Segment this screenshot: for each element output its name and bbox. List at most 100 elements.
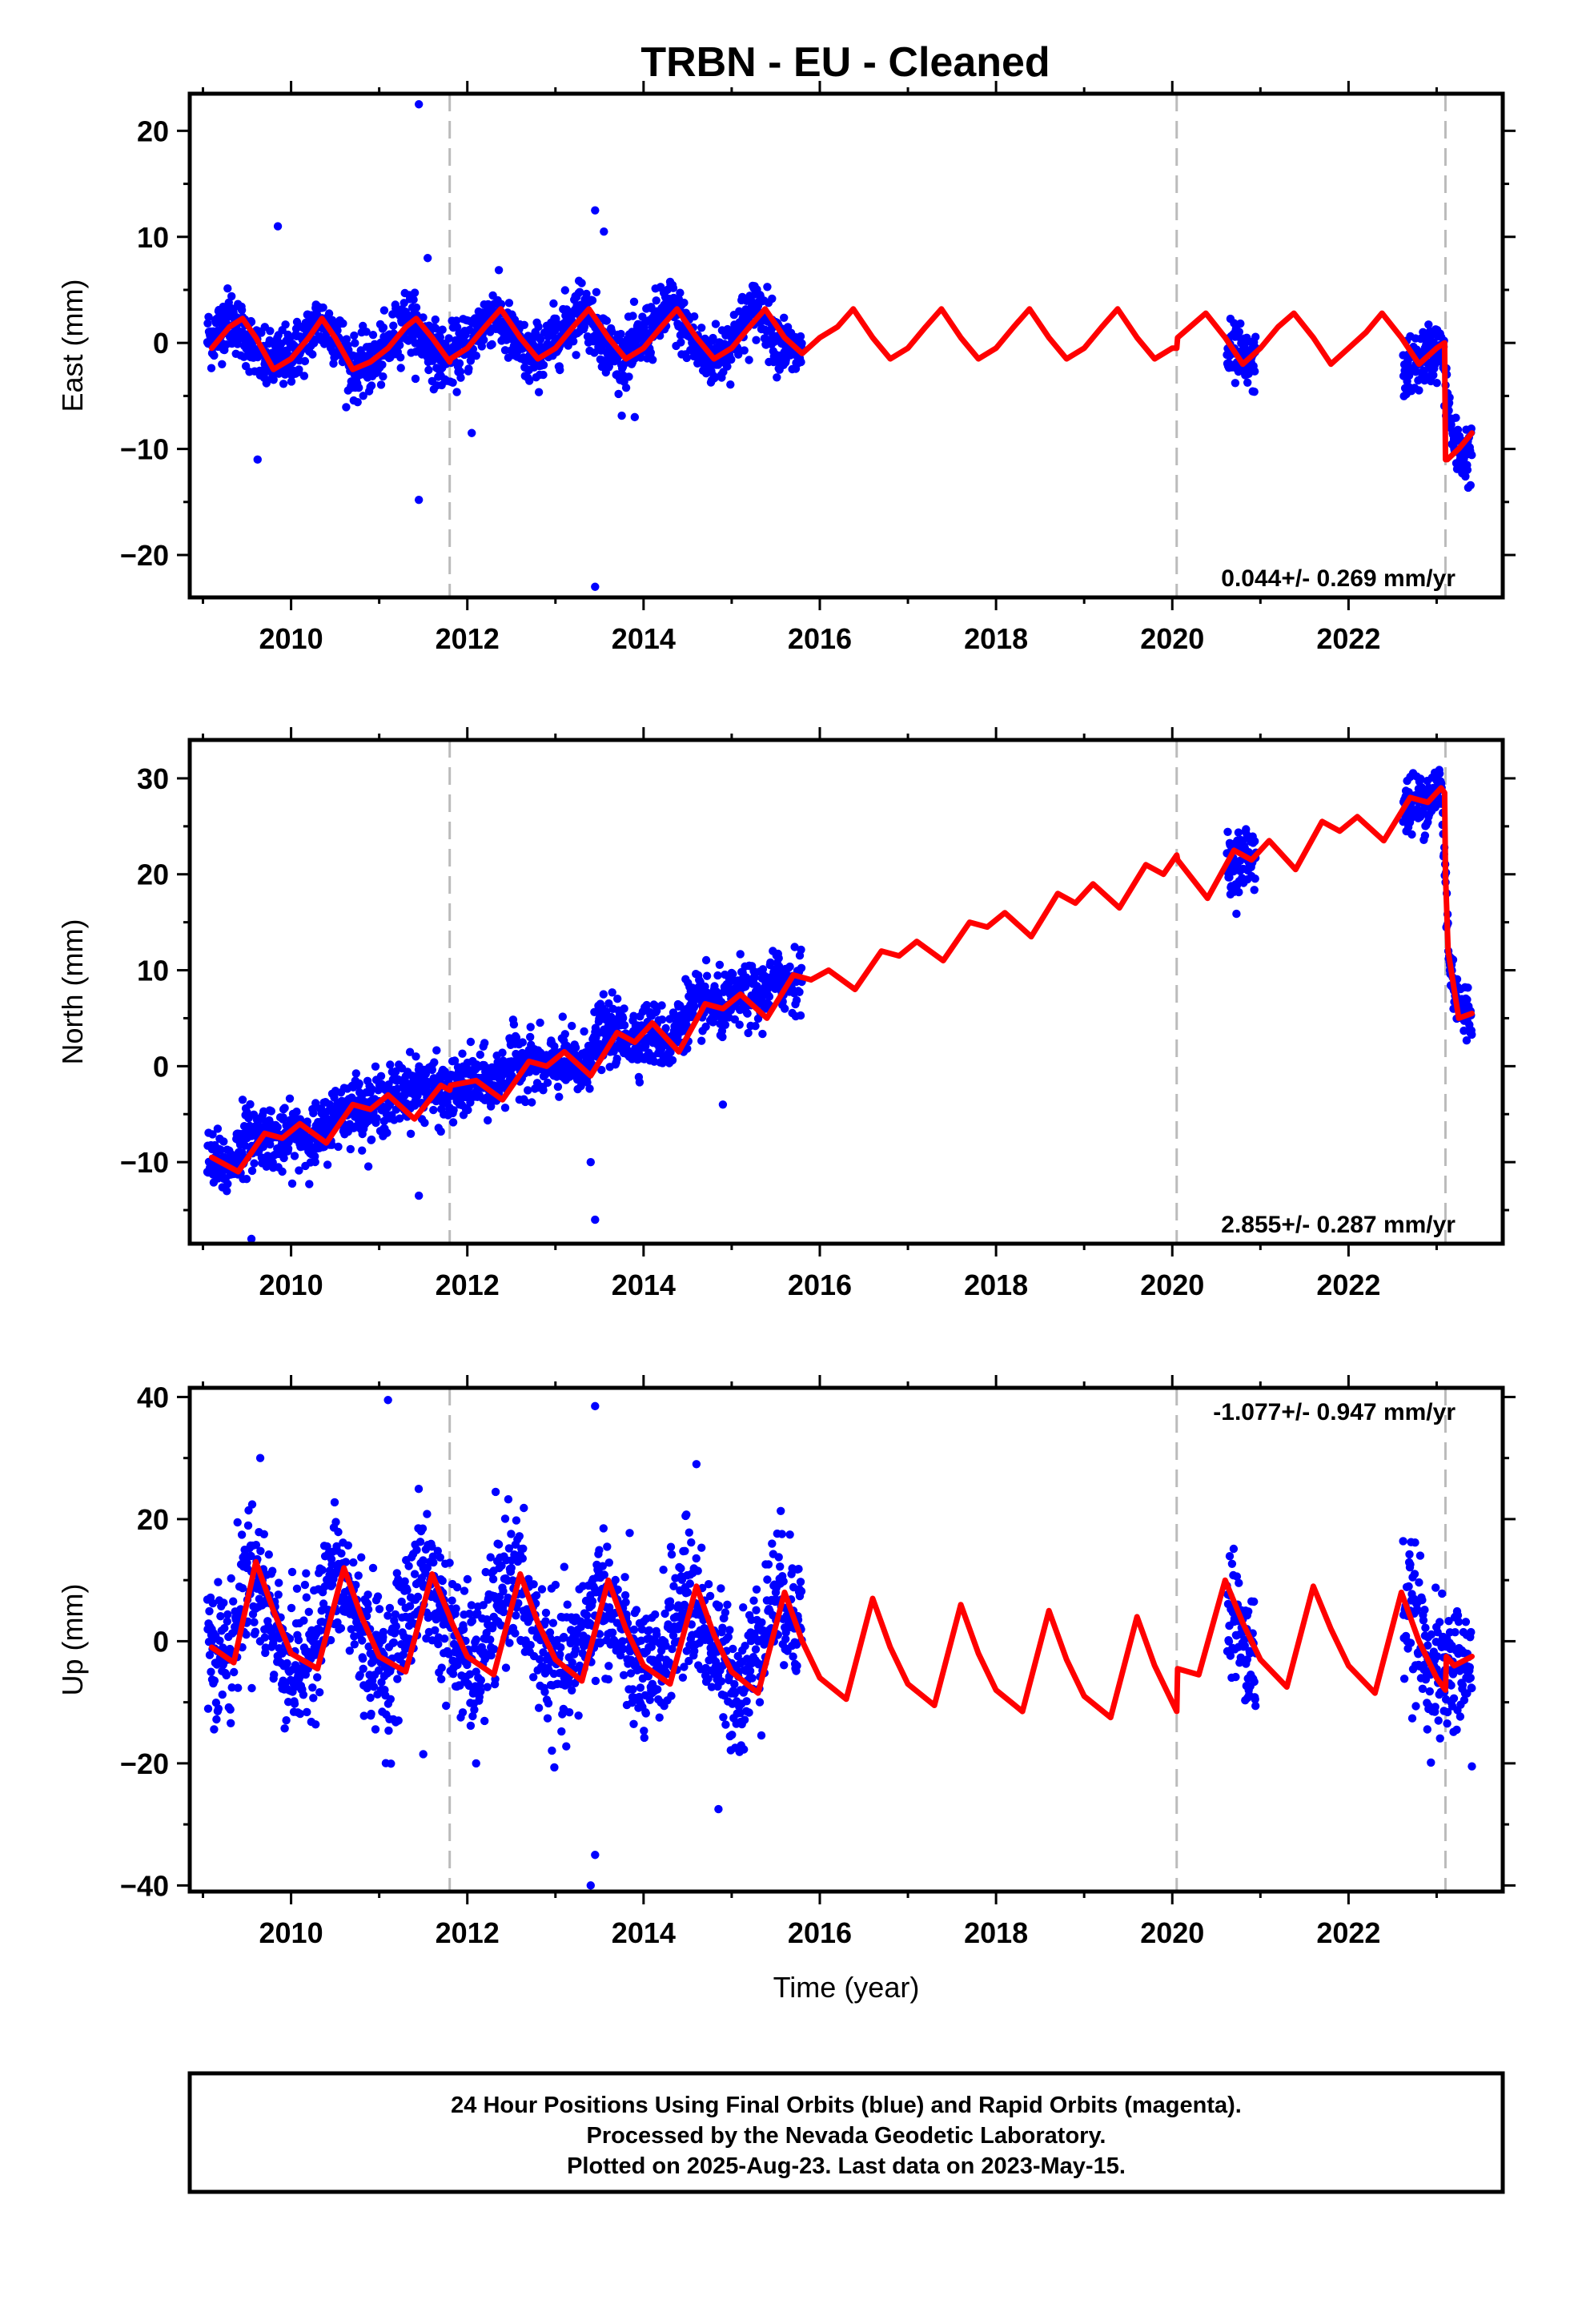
data-point — [548, 1746, 556, 1755]
outlier-point — [600, 227, 608, 236]
data-point — [358, 1636, 367, 1645]
data-point — [652, 1630, 661, 1639]
data-point — [250, 1618, 259, 1626]
data-point — [216, 1145, 226, 1155]
data-point — [551, 1580, 560, 1590]
data-point — [437, 1663, 446, 1672]
data-point — [476, 1050, 484, 1059]
data-point — [662, 1670, 672, 1679]
data-point — [560, 1030, 569, 1039]
data-point — [668, 1055, 677, 1065]
x-tick-label: 2022 — [1316, 622, 1380, 655]
data-point — [396, 340, 404, 350]
outlier-point — [414, 495, 424, 505]
data-point — [1251, 837, 1259, 846]
data-point — [1232, 909, 1241, 919]
data-point — [619, 1644, 628, 1654]
x-tick-label: 2010 — [259, 622, 323, 655]
data-point — [616, 1651, 625, 1660]
data-point — [330, 1498, 339, 1507]
data-point — [682, 1021, 691, 1030]
data-point — [592, 287, 601, 296]
data-point — [210, 351, 219, 360]
data-point — [230, 1667, 239, 1677]
data-point — [536, 1018, 544, 1027]
x-tick-label: 2014 — [612, 622, 676, 655]
data-point — [429, 1558, 438, 1567]
data-point — [323, 1542, 331, 1551]
data-point — [682, 1510, 691, 1519]
data-point — [666, 1602, 675, 1611]
data-point — [734, 350, 743, 359]
y-axis-label: East (mm) — [56, 279, 89, 412]
data-point — [355, 1079, 363, 1088]
data-point — [355, 384, 363, 392]
data-point — [219, 1598, 228, 1607]
data-point — [378, 360, 387, 369]
data-point — [577, 279, 586, 287]
data-point — [678, 1673, 688, 1682]
data-point — [428, 1636, 436, 1645]
data-point — [315, 1688, 324, 1697]
data-point — [349, 1558, 358, 1567]
data-point — [640, 1733, 648, 1743]
data-point — [715, 960, 725, 970]
data-point — [455, 359, 464, 368]
data-point — [797, 339, 806, 348]
data-point — [1463, 465, 1472, 474]
data-point — [375, 1605, 384, 1614]
data-point — [580, 1027, 588, 1036]
data-point — [311, 1157, 319, 1167]
data-point — [247, 1500, 257, 1509]
data-point — [507, 1057, 516, 1066]
data-point — [508, 1576, 517, 1585]
data-point — [521, 1097, 530, 1107]
data-point — [771, 975, 781, 984]
data-point — [477, 342, 486, 351]
data-point — [541, 1617, 550, 1626]
data-point — [626, 1669, 636, 1678]
data-point — [357, 1553, 366, 1562]
data-point — [636, 353, 645, 362]
data-point — [697, 324, 706, 332]
data-point — [227, 1683, 236, 1692]
data-point — [526, 1023, 535, 1031]
data-point — [690, 1002, 699, 1011]
data-point — [775, 962, 784, 971]
data-point — [279, 1113, 287, 1122]
data-point — [632, 1606, 641, 1614]
data-point — [392, 1569, 401, 1578]
data-point — [636, 1683, 645, 1692]
data-point — [302, 1569, 311, 1578]
data-point — [424, 365, 433, 375]
data-point — [400, 1577, 409, 1586]
data-point — [701, 1022, 710, 1031]
data-point — [618, 1637, 627, 1646]
data-point — [524, 1086, 532, 1095]
data-point — [656, 1653, 665, 1663]
data-point — [562, 1742, 571, 1751]
data-point — [366, 1693, 375, 1703]
data-point — [238, 1584, 247, 1593]
data-point — [353, 398, 362, 407]
data-point — [558, 1012, 567, 1021]
data-point — [226, 1705, 235, 1714]
data-point — [726, 380, 735, 389]
y-tick-label: 20 — [137, 858, 169, 891]
data-point — [628, 312, 637, 320]
data-point — [512, 1516, 521, 1525]
panel-frame — [187, 91, 1505, 600]
data-point — [489, 1081, 498, 1090]
data-point — [458, 1049, 467, 1058]
data-point — [292, 1584, 302, 1594]
data-point — [318, 1566, 327, 1574]
data-point — [389, 1638, 398, 1647]
data-point — [268, 1566, 277, 1575]
data-point — [1419, 366, 1429, 376]
data-point — [412, 1546, 421, 1554]
panel-2: 2010 2012 2014 2016 2018 2020 2022−100102030No… — [56, 727, 1516, 1301]
data-point — [412, 1052, 420, 1061]
data-point — [432, 1046, 441, 1055]
data-point — [507, 333, 516, 342]
outlier-point — [238, 1096, 247, 1104]
